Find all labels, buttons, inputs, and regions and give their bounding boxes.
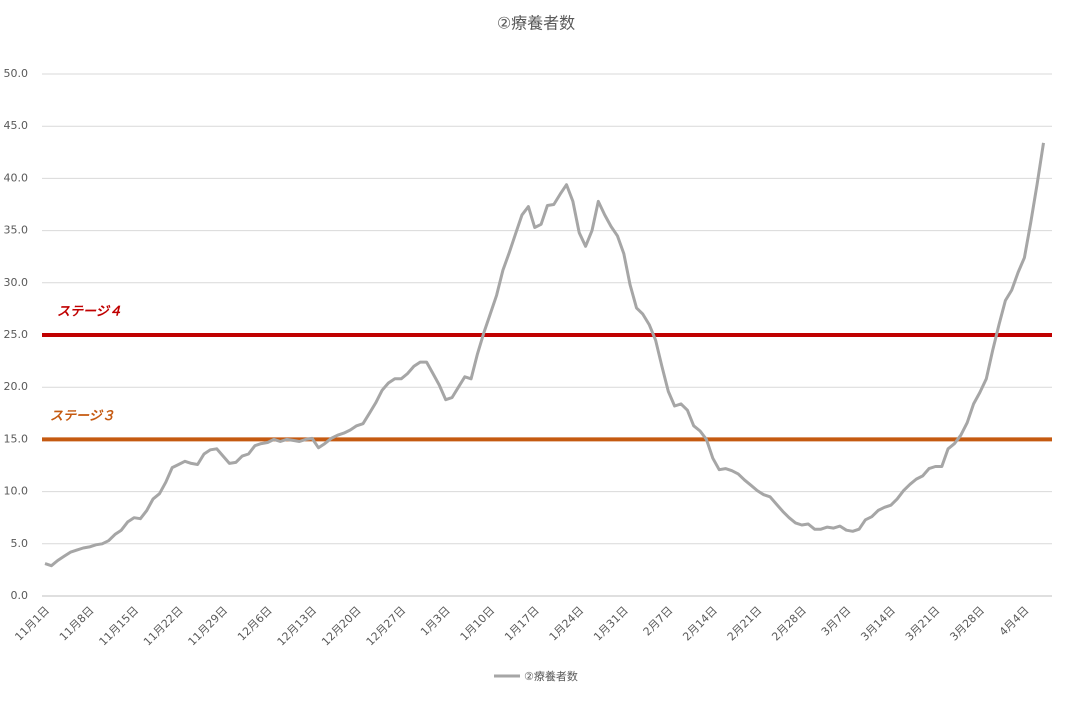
x-tick-label: 3月14日 (858, 604, 898, 644)
x-tick-label: 11月8日 (57, 604, 97, 644)
y-tick-label: 0.0 (11, 589, 29, 602)
x-tick-label: 2月21日 (725, 604, 765, 644)
x-tick-label: 3月21日 (903, 604, 943, 644)
y-tick-label: 20.0 (4, 380, 29, 393)
x-tick-label: 12月20日 (319, 604, 364, 649)
x-tick-label: 1月17日 (502, 604, 542, 644)
x-tick-label: 11月29日 (186, 604, 231, 649)
y-tick-label: 50.0 (4, 67, 29, 80)
x-tick-label: 12月27日 (364, 604, 409, 649)
x-tick-label: 1月31日 (591, 604, 631, 644)
y-tick-label: 35.0 (4, 224, 29, 237)
x-tick-label: 3月7日 (819, 604, 854, 639)
x-tick-label: 11月15日 (97, 604, 142, 649)
x-tick-label: 1月24日 (547, 604, 587, 644)
y-tick-label: 5.0 (11, 537, 29, 550)
chart-title: ②療養者数 (497, 14, 575, 33)
x-tick-label: 4月4日 (997, 604, 1032, 639)
y-tick-label: 25.0 (4, 328, 29, 341)
y-tick-label: 30.0 (4, 276, 29, 289)
x-tick-label: 11月1日 (12, 604, 52, 644)
x-tick-label: 3月28日 (947, 604, 987, 644)
x-tick-label: 1月3日 (418, 604, 453, 639)
data-line (44, 142, 1045, 568)
legend-label: ②療養者数 (524, 669, 578, 683)
x-tick-label: 2月7日 (641, 604, 676, 639)
y-tick-label: 40.0 (4, 171, 29, 184)
x-tick-label: 2月14日 (680, 604, 720, 644)
reference-label: ステージ４ (57, 305, 122, 320)
x-tick-label: 1月10日 (458, 604, 498, 644)
reference-label: ステージ３ (50, 409, 115, 424)
x-tick-label: 2月28日 (769, 604, 809, 644)
x-tick-label: 12月13日 (275, 604, 320, 649)
y-tick-label: 15.0 (4, 432, 29, 445)
x-tick-label: 12月6日 (235, 604, 275, 644)
y-tick-label: 45.0 (4, 119, 29, 132)
y-tick-label: 10.0 (4, 485, 29, 498)
x-tick-label: 11月22日 (141, 604, 186, 649)
